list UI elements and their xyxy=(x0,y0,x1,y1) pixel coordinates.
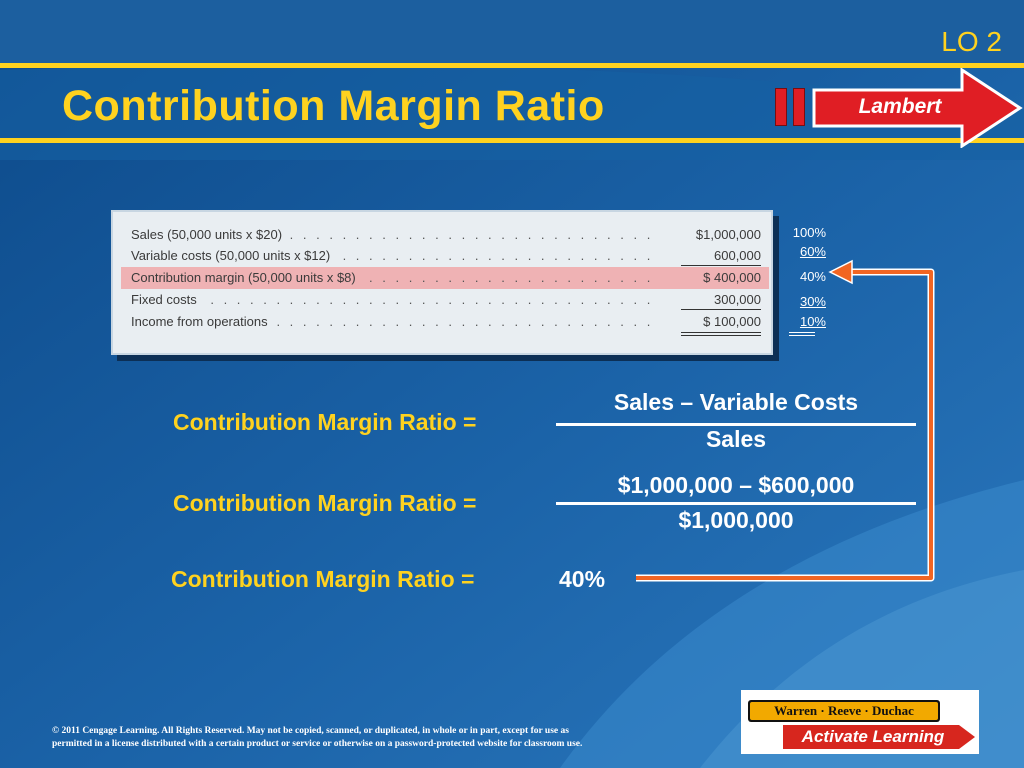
slide-title: Contribution Margin Ratio xyxy=(62,82,605,130)
logo-authors: Warren · Reeve · Duchac xyxy=(774,703,914,718)
formula-1-numerator: Sales – Variable Costs xyxy=(613,389,859,415)
pct-double-rule xyxy=(789,332,815,333)
income-statement: . . . . . . . . . . . . . . . . . . . . … xyxy=(111,210,773,355)
learning-objective-tag: LO 2 xyxy=(941,26,1002,57)
logo-tagline: Activate Learning xyxy=(801,727,945,746)
pct-variable-costs: 60% xyxy=(799,244,826,259)
formula-2-fraction-bar xyxy=(556,502,916,505)
pct-income: 10% xyxy=(799,314,826,329)
total-rule xyxy=(681,332,761,333)
logo-arrow-icon xyxy=(783,725,975,749)
right-arrow-icon xyxy=(812,68,1023,148)
formula-2-numerator: $1,000,000 – $600,000 xyxy=(617,472,855,498)
formula-3-label: Contribution Margin Ratio = xyxy=(171,566,475,592)
pct-fixed-costs: 30% xyxy=(799,294,826,309)
statement-row-variable-costs: . . . . . . . . . . . . . . . . . . . . … xyxy=(131,246,761,266)
subtotal-rule xyxy=(681,265,761,266)
formula-3-result: 40% xyxy=(559,566,606,592)
formula-2-denominator: $1,000,000 xyxy=(678,507,794,533)
total-rule xyxy=(681,335,761,336)
title-divider-top xyxy=(0,63,1024,68)
pct-sales: 100% xyxy=(792,225,826,240)
statement-row-fixed-costs: . . . . . . . . . . . . . . . . . . . . … xyxy=(131,290,761,310)
formula-1-label: Contribution Margin Ratio = xyxy=(173,409,477,435)
formula-1-fraction-bar xyxy=(556,423,916,426)
publisher-logo: Warren · Reeve · Duchac Activate Learnin… xyxy=(741,690,979,754)
pct-double-rule xyxy=(789,335,815,336)
statement-row-contribution-margin: . . . . . . . . . . . . . . . . . . . . … xyxy=(131,268,761,288)
statement-row-income: . . . . . . . . . . . . . . . . . . . . … xyxy=(131,312,761,332)
statement-row-sales: . . . . . . . . . . . . . . . . . . . . … xyxy=(131,225,761,245)
formula-2-label: Contribution Margin Ratio = xyxy=(173,490,477,516)
subtotal-rule xyxy=(681,309,761,310)
copyright-notice: © 2011 Cengage Learning. All Rights Rese… xyxy=(52,726,583,749)
title-divider-bottom xyxy=(0,138,1024,143)
company-label: Lambert xyxy=(858,95,942,118)
pct-contribution-margin: 40% xyxy=(799,269,826,284)
formula-1-denominator: Sales xyxy=(705,426,767,452)
